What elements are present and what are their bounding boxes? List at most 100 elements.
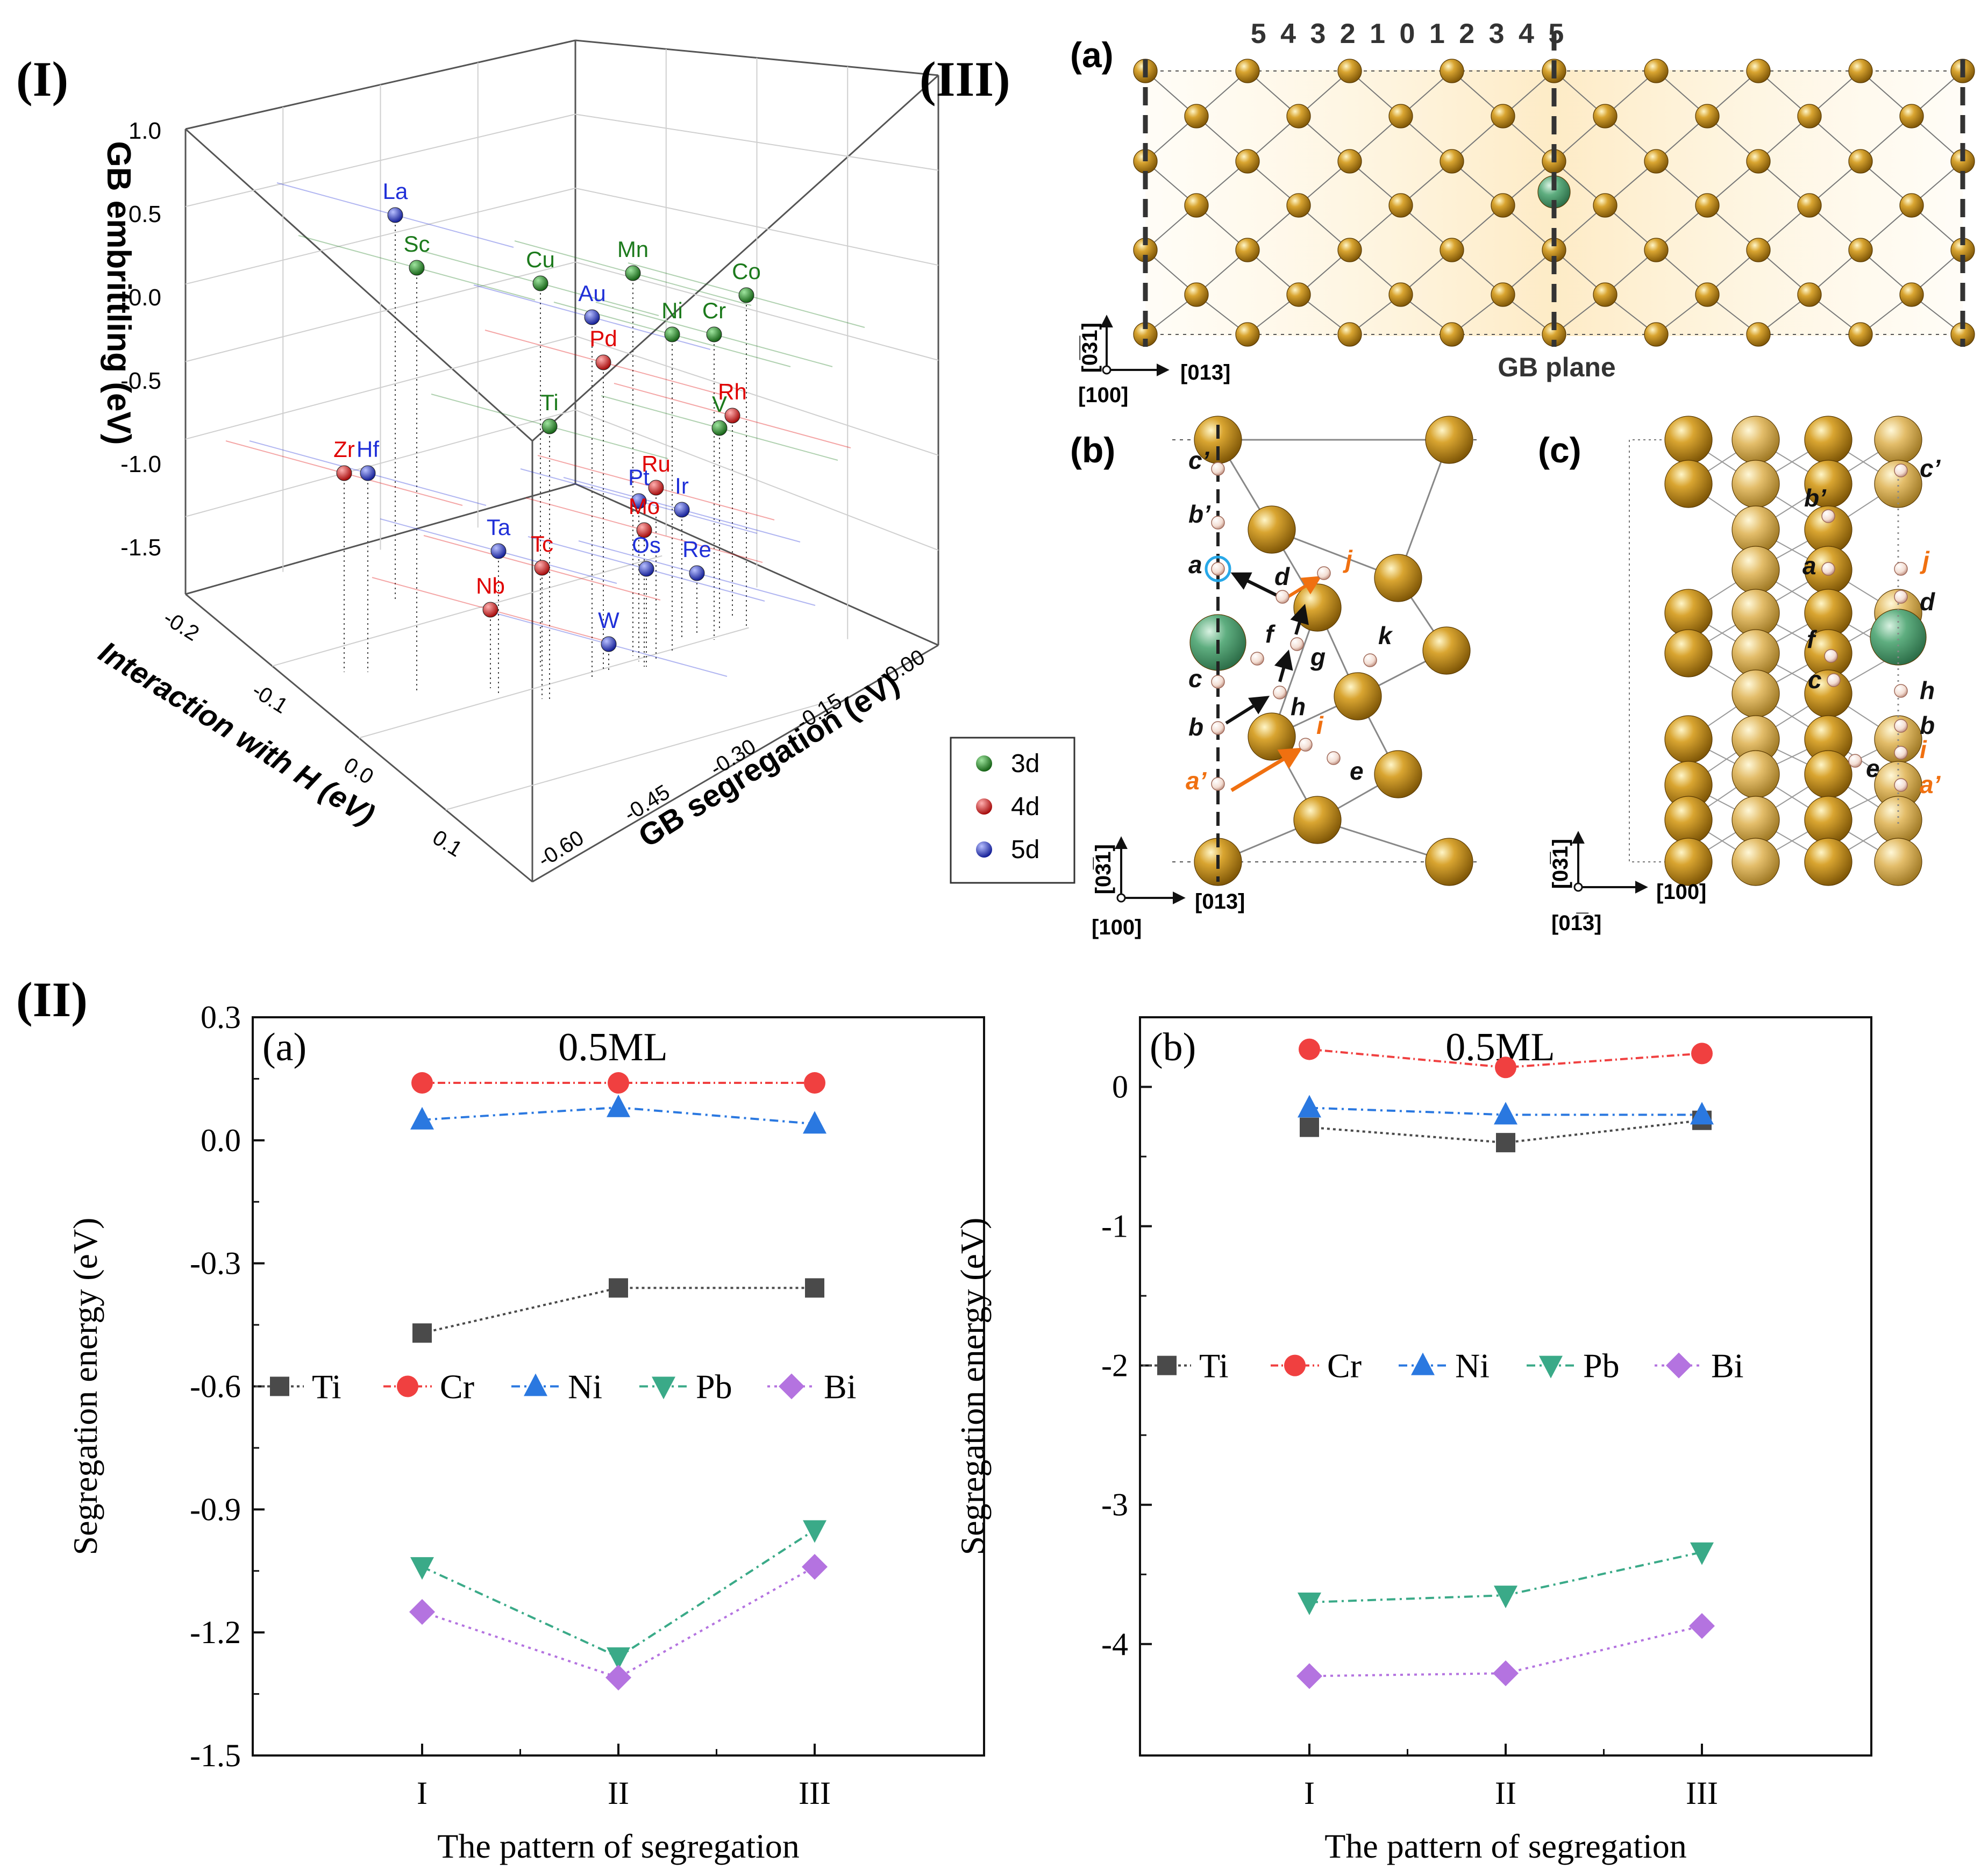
cu-atom	[1286, 193, 1311, 218]
cu-atom	[1848, 149, 1873, 174]
cu-atom	[1337, 59, 1362, 83]
cu-atom	[1248, 712, 1296, 761]
panel-label-iii: (III)	[920, 52, 1010, 106]
point-ni	[803, 1111, 826, 1134]
cu-atom	[1644, 238, 1669, 262]
y-tick-label: -0.3	[190, 1246, 241, 1281]
h-site-label: j	[1920, 546, 1930, 574]
point-label: Rh	[718, 379, 747, 404]
cu-atom	[1293, 796, 1342, 844]
cu-atom	[1374, 750, 1422, 798]
cu-atom	[1899, 282, 1924, 307]
y-tick-label: 0	[1112, 1069, 1128, 1105]
legend-3d: 3d 4d 5d	[950, 737, 1075, 884]
legend-label: Bi	[824, 1368, 856, 1406]
axis-b-out: [100]	[1092, 916, 1142, 939]
x-tick-label: I	[1304, 1775, 1315, 1811]
h-site-label: b	[1920, 711, 1935, 739]
point-sc	[409, 260, 425, 276]
legend-marker-ti	[270, 1376, 289, 1396]
cu-atom	[1695, 282, 1720, 307]
point-cr	[1691, 1043, 1713, 1065]
legend-label: 5d	[1011, 836, 1039, 864]
cu-atom	[1732, 460, 1780, 508]
axes-b: [03̅1] [013] [100]	[1092, 836, 1245, 939]
panel-label-ii: (II)	[16, 972, 88, 1027]
cu-atom	[1337, 322, 1362, 347]
point-label: Os	[632, 532, 661, 558]
cu-atom	[1235, 322, 1260, 347]
point-hf	[360, 465, 376, 481]
h-site-label: c	[1188, 665, 1202, 693]
h-site-label: b’	[1804, 484, 1827, 512]
h-site	[1317, 566, 1331, 580]
cu-atom	[1695, 104, 1720, 129]
panel-ii: (II) 0.30.0-0.3-0.6-0.9-1.2-1.5I II IIIThe…	[16, 972, 1872, 1865]
point-ni	[607, 1094, 630, 1117]
point-cr	[411, 1072, 433, 1094]
point-ni	[1298, 1095, 1321, 1118]
cu-atom	[1804, 750, 1852, 798]
z-tick: 1.0	[129, 118, 161, 144]
z-tick: 0.5	[129, 201, 161, 227]
cu-atom	[1732, 546, 1780, 594]
h-site	[1211, 516, 1225, 530]
point-ti	[541, 418, 558, 434]
structure-a-atoms	[1133, 59, 1975, 347]
x-axis-title: The pattern of segregation	[1324, 1827, 1687, 1865]
legend-label: 3d	[1011, 750, 1039, 778]
cu-atom	[1644, 149, 1669, 174]
cu-atom	[1732, 416, 1780, 464]
point-ru	[648, 480, 664, 496]
legend-marker-4d	[976, 798, 992, 815]
cu-atom	[1664, 838, 1713, 886]
structure-b: (b) c’ b’ a d j f g k c h b ie a’ [03̅1] [013] [100]	[1070, 416, 1479, 939]
point-ir	[674, 502, 690, 518]
h-site	[1894, 463, 1908, 477]
y-tick-label: -2	[1101, 1348, 1128, 1383]
axis-c-up: [03̅1]	[1549, 839, 1572, 889]
h-site	[1894, 590, 1908, 604]
cu-atom	[1664, 715, 1713, 763]
series-line-cr	[1309, 1048, 1702, 1069]
h-site	[1250, 652, 1264, 666]
point-label: Mo	[629, 494, 660, 519]
h-site-label: a	[1188, 551, 1202, 579]
x-axis-label: Interaction with H (eV)	[93, 634, 381, 832]
y-axis-label: GB segregation (eV)	[632, 666, 905, 854]
axes-a: [0̅3̅1] [013] [100]	[1078, 315, 1230, 407]
panel-label-i: (I)	[16, 52, 68, 106]
cu-atom	[1804, 796, 1852, 844]
h-site-label: i	[1920, 736, 1927, 763]
h-site-label: a	[1802, 552, 1816, 580]
cu-atom	[1664, 796, 1713, 844]
legend-marker-3d	[976, 755, 992, 772]
cu-atom	[1422, 626, 1471, 675]
z-tick: -1.5	[120, 534, 161, 561]
cu-atom	[1797, 193, 1822, 218]
point-co	[738, 287, 754, 303]
legend-marker-5d	[976, 841, 992, 858]
x-tick-label: II	[1495, 1775, 1516, 1811]
cu-atom	[1440, 322, 1464, 347]
h-site-label: a’	[1920, 770, 1941, 798]
structure-c-tag: (c)	[1538, 430, 1581, 470]
legend-label: Ni	[568, 1368, 602, 1406]
point-ti	[805, 1278, 824, 1298]
point-cr	[608, 1072, 629, 1094]
z-tick: -1.0	[120, 451, 161, 477]
legend-marker-ni	[1411, 1352, 1435, 1375]
point-bi	[605, 1665, 631, 1691]
h-site	[1276, 590, 1289, 604]
h-site-label: h	[1291, 693, 1306, 720]
point-pd	[595, 354, 611, 370]
point-cr	[1495, 1057, 1516, 1079]
legend-label: Bi	[1711, 1347, 1743, 1385]
y-tick-label: -0.6	[190, 1369, 241, 1404]
cu-atom	[1491, 193, 1515, 218]
h-site-label: e	[1350, 757, 1364, 785]
z-tick: 0.0	[129, 284, 161, 311]
